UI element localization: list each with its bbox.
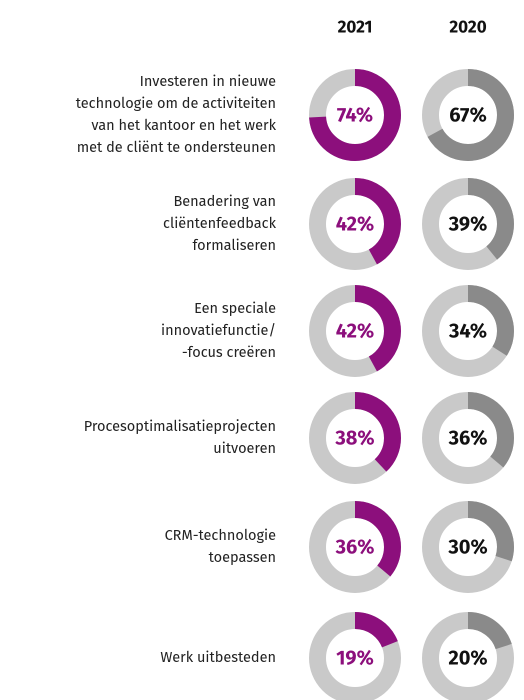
category-label: toepassen bbox=[209, 548, 276, 566]
donut-arc bbox=[422, 285, 514, 377]
category-label: Investeren in nieuwe bbox=[140, 72, 276, 90]
category-label: Een speciale bbox=[194, 299, 276, 317]
category-label: technologie om de activiteiten bbox=[76, 94, 276, 112]
category-label: Werk uitbesteden bbox=[160, 648, 276, 666]
donut-arc bbox=[422, 178, 514, 270]
donut-arc bbox=[422, 501, 514, 593]
category-label: van het kantoor en het werk bbox=[91, 116, 276, 134]
donut-arc bbox=[309, 285, 401, 377]
year-header: 2020 bbox=[449, 17, 486, 38]
value-label: 34% bbox=[448, 319, 487, 343]
donut-arc bbox=[309, 69, 401, 161]
value-label: 67% bbox=[449, 103, 487, 127]
value-label: 20% bbox=[448, 646, 487, 670]
value-label: 38% bbox=[334, 426, 374, 450]
value-label: 39% bbox=[448, 212, 488, 236]
donut-arc bbox=[422, 69, 514, 161]
value-label: 74% bbox=[337, 103, 373, 127]
donut-arc bbox=[309, 501, 401, 593]
category-label: Benadering van bbox=[173, 192, 276, 210]
donut-arc bbox=[422, 612, 514, 700]
year-header: 2021 bbox=[338, 17, 373, 38]
category-label: cliëntenfeedback bbox=[163, 214, 277, 232]
category-label: -focus creëren bbox=[182, 343, 276, 361]
category-label: met de cliënt te ondersteunen bbox=[77, 138, 276, 156]
value-label: 42% bbox=[336, 319, 374, 343]
category-label: formaliseren bbox=[192, 236, 276, 254]
value-label: 30% bbox=[447, 535, 487, 559]
value-label: 36% bbox=[335, 535, 375, 559]
donut-arc bbox=[309, 178, 401, 270]
category-label: innovatiefunctie/ bbox=[161, 321, 276, 339]
value-label: 42% bbox=[336, 212, 374, 236]
value-label: 36% bbox=[448, 426, 488, 450]
category-label: CRM-technologie bbox=[165, 526, 277, 544]
donut-arc bbox=[422, 392, 514, 484]
donut-arc bbox=[309, 392, 401, 484]
value-label: 19% bbox=[336, 646, 374, 670]
donut-arc bbox=[309, 612, 401, 700]
category-label: Procesoptimalisatieprojecten bbox=[84, 417, 276, 435]
category-label: uitvoeren bbox=[213, 439, 276, 457]
